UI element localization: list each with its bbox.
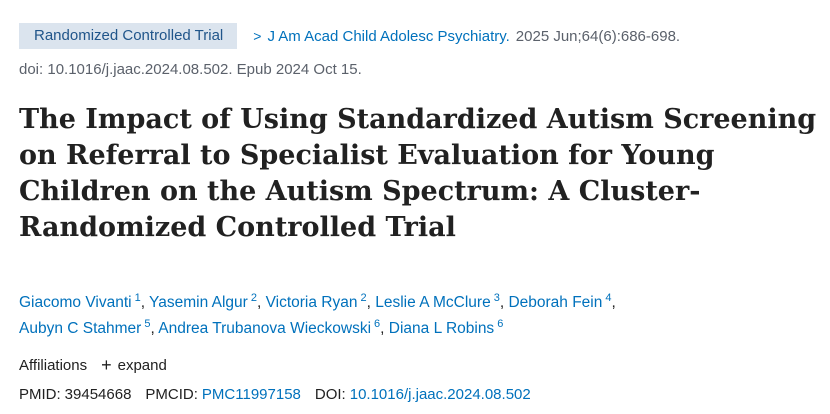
affiliation-number[interactable]: 2 — [250, 291, 257, 304]
author-list: Giacomo Vivanti 1, Yasemin Algur 2, Victor… — [19, 290, 819, 342]
author-link[interactable]: Giacomo Vivanti — [19, 294, 132, 311]
author-link[interactable]: Deborah Fein — [508, 294, 603, 311]
doi-epub-line: doi: 10.1016/j.jaac.2024.08.502. Epub 20… — [19, 61, 362, 78]
affiliation-number[interactable]: 5 — [144, 317, 151, 330]
article-source-line: Randomized Controlled Trial > J Am Acad C… — [19, 23, 680, 49]
article-title: The Impact of Using Standardized Autism … — [19, 104, 817, 243]
author-link[interactable]: Victoria Ryan — [265, 294, 358, 311]
author-link[interactable]: Leslie A McClure — [375, 294, 491, 311]
author-separator: , — [150, 320, 155, 337]
expand-label: expand — [117, 356, 167, 374]
affiliation-number[interactable]: 1 — [134, 291, 141, 304]
affiliations-expand-button[interactable]: + expand — [101, 356, 167, 374]
author-separator: , — [256, 294, 262, 311]
author-link[interactable]: Yasemin Algur — [149, 294, 248, 311]
author-separator: , — [380, 320, 385, 337]
pmid-label: PMID: — [19, 386, 61, 403]
doi-label: DOI: — [314, 386, 346, 403]
affiliation-number[interactable]: 2 — [360, 291, 367, 304]
publication-type-badge: Randomized Controlled Trial — [19, 23, 238, 49]
affiliations-row: Affiliations + expand — [19, 356, 167, 374]
author-separator: , — [366, 294, 371, 311]
affiliation-number[interactable]: 6 — [497, 317, 504, 330]
author-separator: , — [499, 294, 505, 311]
author-link[interactable]: Diana L Robins — [388, 320, 495, 337]
affiliation-number[interactable]: 3 — [493, 291, 500, 304]
plus-icon: + — [101, 355, 112, 375]
pmcid-link[interactable]: PMC11997158 — [201, 386, 301, 403]
affiliation-number[interactable]: 4 — [605, 291, 612, 304]
doi-link[interactable]: 10.1016/j.jaac.2024.08.502 — [349, 386, 531, 403]
journal-name: J Am Acad Child Adolesc Psychiatry. — [267, 27, 510, 45]
citation-details: 2025 Jun;64(6):686-698. — [515, 27, 681, 45]
pmcid-label: PMCID: — [145, 386, 198, 403]
author-separator: , — [140, 294, 146, 311]
chevron-right-icon: > — [253, 27, 262, 44]
journal-link[interactable]: > J Am Acad Child Adolesc Psychiatry. — [253, 28, 510, 45]
affiliation-number[interactable]: 6 — [374, 317, 381, 330]
identifiers-row: PMID: 39454668 PMCID: PMC11997158 DOI: 10.101… — [19, 386, 531, 403]
author-link[interactable]: Aubyn C Stahmer — [19, 320, 142, 337]
pmid-value: 39454668 — [64, 386, 132, 403]
author-separator: , — [611, 294, 616, 311]
affiliations-label: Affiliations — [19, 356, 88, 374]
author-link[interactable]: Andrea Trubanova Wieckowski — [158, 320, 372, 337]
